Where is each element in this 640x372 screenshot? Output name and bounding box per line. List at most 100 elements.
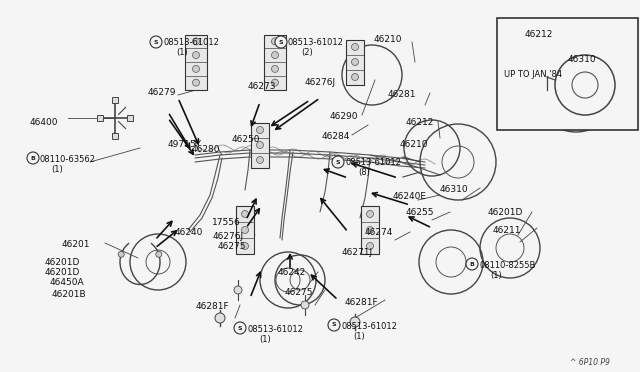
- Circle shape: [367, 211, 374, 218]
- Text: 46281F: 46281F: [196, 302, 230, 311]
- Bar: [264, 35, 286, 90]
- Text: 46274: 46274: [365, 228, 394, 237]
- Bar: [185, 35, 207, 90]
- Circle shape: [241, 243, 248, 250]
- Circle shape: [257, 141, 264, 148]
- Circle shape: [257, 157, 264, 164]
- Text: S: S: [154, 39, 158, 45]
- Circle shape: [150, 36, 162, 48]
- Bar: [127, 115, 133, 121]
- Text: 46240E: 46240E: [393, 192, 427, 201]
- Bar: [236, 206, 254, 254]
- Circle shape: [271, 38, 278, 45]
- Text: ^ 6P10 P9: ^ 6P10 P9: [570, 358, 610, 367]
- Text: (1): (1): [176, 48, 188, 57]
- Circle shape: [351, 58, 358, 65]
- Text: B: B: [31, 155, 35, 160]
- Text: 17556: 17556: [212, 218, 241, 227]
- Circle shape: [271, 65, 278, 73]
- Text: 46276J: 46276J: [305, 78, 336, 87]
- Circle shape: [193, 38, 200, 45]
- Bar: [251, 122, 269, 167]
- Circle shape: [466, 258, 478, 270]
- Circle shape: [27, 152, 39, 164]
- Text: (8): (8): [358, 168, 370, 177]
- Circle shape: [215, 313, 225, 323]
- Circle shape: [350, 317, 360, 327]
- Text: 46201: 46201: [62, 240, 90, 249]
- Text: 08110-8255B: 08110-8255B: [479, 261, 536, 270]
- Circle shape: [234, 286, 242, 294]
- Circle shape: [301, 301, 309, 309]
- Text: (1): (1): [353, 332, 365, 341]
- Circle shape: [351, 74, 358, 80]
- Text: 46280: 46280: [192, 145, 221, 154]
- Bar: [497, 18, 638, 130]
- Text: 46275: 46275: [218, 242, 246, 251]
- Circle shape: [275, 36, 287, 48]
- Text: 46255: 46255: [406, 208, 435, 217]
- Text: 46310: 46310: [440, 185, 468, 194]
- Text: 46290: 46290: [330, 112, 358, 121]
- Circle shape: [193, 65, 200, 73]
- Text: 08513-61012: 08513-61012: [346, 158, 402, 167]
- Text: 46250: 46250: [232, 135, 260, 144]
- Text: S: S: [336, 160, 340, 164]
- Text: 46281F: 46281F: [345, 298, 379, 307]
- Text: 08110-63562: 08110-63562: [40, 155, 96, 164]
- Text: 46240: 46240: [175, 228, 204, 237]
- Circle shape: [193, 52, 200, 59]
- Circle shape: [332, 156, 344, 168]
- Text: 08513-61012: 08513-61012: [342, 322, 398, 331]
- Text: (1): (1): [490, 271, 502, 280]
- Text: 46210: 46210: [400, 140, 429, 149]
- Text: (1): (1): [259, 335, 271, 344]
- Text: 46310: 46310: [568, 55, 596, 64]
- Circle shape: [241, 211, 248, 218]
- Circle shape: [193, 79, 200, 86]
- Circle shape: [351, 44, 358, 51]
- Text: UP TO JAN.'84: UP TO JAN.'84: [504, 70, 562, 79]
- Text: (1): (1): [51, 165, 63, 174]
- Text: 08513-61012: 08513-61012: [288, 38, 344, 47]
- Text: 46271J: 46271J: [342, 248, 373, 257]
- Text: 08513-61012: 08513-61012: [248, 325, 304, 334]
- Circle shape: [234, 322, 246, 334]
- Text: 46212: 46212: [525, 30, 554, 39]
- Text: 46201B: 46201B: [52, 290, 86, 299]
- Text: 46201D: 46201D: [488, 208, 524, 217]
- Bar: [361, 206, 379, 254]
- Text: 46276J: 46276J: [213, 232, 244, 241]
- Circle shape: [118, 251, 124, 257]
- Circle shape: [367, 227, 374, 234]
- Bar: [346, 39, 364, 84]
- Text: 46242: 46242: [278, 268, 307, 277]
- Text: 46450A: 46450A: [50, 278, 84, 287]
- Text: 46275: 46275: [285, 288, 314, 297]
- Bar: [112, 97, 118, 103]
- Text: 49715Y: 49715Y: [168, 140, 202, 149]
- Text: S: S: [278, 39, 284, 45]
- Text: 46201D: 46201D: [45, 268, 81, 277]
- Bar: [112, 133, 118, 139]
- Text: 46281: 46281: [388, 90, 417, 99]
- Circle shape: [328, 319, 340, 331]
- Text: 08513-61012: 08513-61012: [163, 38, 219, 47]
- Text: 46212: 46212: [406, 118, 435, 127]
- Text: 46211: 46211: [493, 226, 522, 235]
- Text: S: S: [332, 323, 336, 327]
- Bar: [97, 115, 103, 121]
- Text: 46284: 46284: [322, 132, 350, 141]
- Circle shape: [367, 243, 374, 250]
- Text: B: B: [470, 262, 474, 266]
- Circle shape: [271, 52, 278, 59]
- Text: 46210: 46210: [374, 35, 403, 44]
- Text: 46273: 46273: [248, 82, 276, 91]
- Text: S: S: [237, 326, 243, 330]
- Circle shape: [241, 227, 248, 234]
- Circle shape: [156, 251, 162, 257]
- Text: 46400: 46400: [30, 118, 58, 127]
- Circle shape: [257, 126, 264, 134]
- Circle shape: [271, 79, 278, 86]
- Text: 46201D: 46201D: [45, 258, 81, 267]
